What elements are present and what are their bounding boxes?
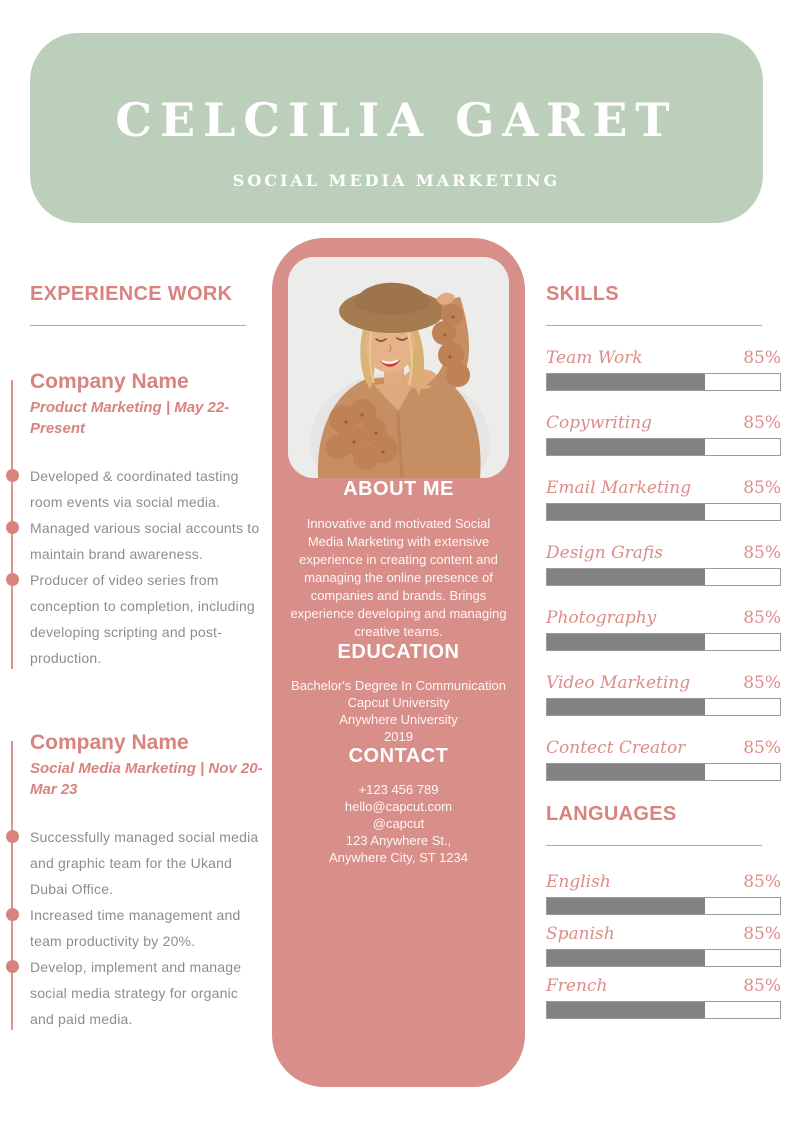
skill-label: Design Grafis: [546, 543, 663, 563]
skill-progress-fill: [547, 898, 706, 914]
section-divider: [546, 325, 762, 326]
profile-photo: [288, 257, 509, 478]
languages-list: English 85% Spanish 85% French 85%: [546, 872, 781, 1019]
job-bullet: Increased time management and team produ…: [6, 902, 263, 954]
job-bullet: Develop, implement and manage social med…: [6, 954, 263, 1032]
experience-heading: EXPERIENCE WORK: [30, 283, 233, 305]
skill-percent: 85%: [743, 976, 781, 996]
languages-heading: LANGUAGES: [546, 803, 677, 825]
portrait-illustration: [288, 257, 509, 478]
skill-progress-fill: [547, 439, 706, 455]
skill-percent: 85%: [743, 348, 781, 368]
skill-progress-fill: [547, 569, 706, 585]
skill-item: Team Work 85%: [546, 348, 781, 391]
skill-percent: 85%: [743, 924, 781, 944]
panel-text-line: @capcut: [372, 816, 425, 831]
skills-section: SKILLS Team Work 85% Copywriting 85% Ema…: [546, 283, 781, 1028]
contact-heading: CONTACT: [348, 745, 449, 767]
skill-progress-fill: [547, 950, 706, 966]
skill-label: Copywriting: [546, 413, 652, 433]
skill-item: Contect Creator 85%: [546, 738, 781, 781]
job-bullet: Producer of video series from conception…: [6, 567, 263, 671]
skill-progress-bar: [546, 897, 781, 915]
skill-item: Spanish 85%: [546, 924, 781, 967]
skill-item: French 85%: [546, 976, 781, 1019]
section-divider: [30, 325, 246, 326]
skill-percent: 85%: [743, 413, 781, 433]
skill-label: English: [546, 872, 611, 892]
skill-progress-fill: [547, 504, 706, 520]
skill-label: French: [546, 976, 608, 996]
job-bullets: Developed & coordinated tasting room eve…: [6, 463, 263, 671]
skill-item: Copywriting 85%: [546, 413, 781, 456]
job-bullet: Successfully managed social media and gr…: [6, 824, 263, 902]
skill-progress-bar: [546, 438, 781, 456]
skill-item: Video Marketing 85%: [546, 673, 781, 716]
skill-item: English 85%: [546, 872, 781, 915]
skill-label: Video Marketing: [546, 673, 691, 693]
panel-text-line: 2019: [384, 729, 413, 744]
job-entry-2: Company Name Social Media Marketing | No…: [6, 731, 263, 1032]
skill-label: Email Marketing: [546, 478, 692, 498]
job-bullets: Successfully managed social media and gr…: [6, 824, 263, 1032]
job-entry-1: Company Name Product Marketing | May 22-…: [6, 370, 263, 671]
experience-section: EXPERIENCE WORK Company Name Product Mar…: [6, 283, 263, 1032]
skill-progress-bar: [546, 503, 781, 521]
person-name: CELCILIA GARET: [115, 93, 678, 147]
skill-progress-fill: [547, 374, 706, 390]
skill-progress-fill: [547, 699, 706, 715]
panel-text-line: Bachelor's Degree In Communication: [291, 678, 506, 693]
job-bullet: Managed various social accounts to maint…: [6, 515, 263, 567]
skill-item: Email Marketing 85%: [546, 478, 781, 521]
job-meta: Product Marketing | May 22-Present: [30, 399, 230, 437]
skill-percent: 85%: [743, 738, 781, 758]
person-title: SOCIAL MEDIA MARKETING: [232, 171, 561, 190]
skill-percent: 85%: [743, 673, 781, 693]
skills-list: Team Work 85% Copywriting 85% Email Mark…: [546, 348, 781, 781]
about-heading: ABOUT ME: [343, 478, 454, 500]
skill-progress-bar: [546, 763, 781, 781]
skill-label: Contect Creator: [546, 738, 686, 758]
education-heading: EDUCATION: [337, 641, 460, 663]
skill-label: Spanish: [546, 924, 615, 944]
panel-text-line: Capcut University: [347, 695, 450, 710]
job-bullet: Developed & coordinated tasting room eve…: [6, 463, 263, 515]
company-name: Company Name: [30, 370, 189, 393]
skill-progress-fill: [547, 634, 706, 650]
section-divider: [546, 845, 762, 846]
skill-percent: 85%: [743, 478, 781, 498]
skill-item: Photography 85%: [546, 608, 781, 651]
skill-label: Team Work: [546, 348, 643, 368]
panel-text-line: +123 456 789: [358, 782, 439, 797]
header-banner: CELCILIA GARET SOCIAL MEDIA MARKETING: [30, 33, 763, 223]
skill-label: Photography: [546, 608, 657, 628]
panel-text-line: Anywhere City, ST 1234: [329, 850, 468, 865]
education-lines: Bachelor's Degree In Communication Capcu…: [272, 677, 525, 745]
skill-percent: 85%: [743, 872, 781, 892]
skills-heading: SKILLS: [546, 283, 619, 305]
skill-progress-bar: [546, 698, 781, 716]
panel-text-line: 123 Anywhere St.,: [345, 833, 452, 848]
panel-text-line: Anywhere University: [339, 712, 458, 727]
skill-progress-bar: [546, 1001, 781, 1019]
about-text: Innovative and motivated Social Media Ma…: [290, 516, 507, 639]
skill-progress-fill: [547, 764, 706, 780]
profile-panel: ABOUT ME Innovative and motivated Social…: [272, 238, 525, 1087]
skill-progress-bar: [546, 568, 781, 586]
skill-progress-bar: [546, 373, 781, 391]
skill-progress-bar: [546, 633, 781, 651]
skill-progress-bar: [546, 949, 781, 967]
skill-percent: 85%: [743, 608, 781, 628]
company-name: Company Name: [30, 731, 189, 754]
panel-text-line: hello@capcut.com: [344, 799, 453, 814]
skill-percent: 85%: [743, 543, 781, 563]
job-meta: Social Media Marketing | Nov 20-Mar 23: [30, 760, 263, 798]
skill-progress-fill: [547, 1002, 706, 1018]
skill-item: Design Grafis 85%: [546, 543, 781, 586]
contact-lines: +123 456 789 hello@capcut.com @capcut 12…: [272, 781, 525, 866]
